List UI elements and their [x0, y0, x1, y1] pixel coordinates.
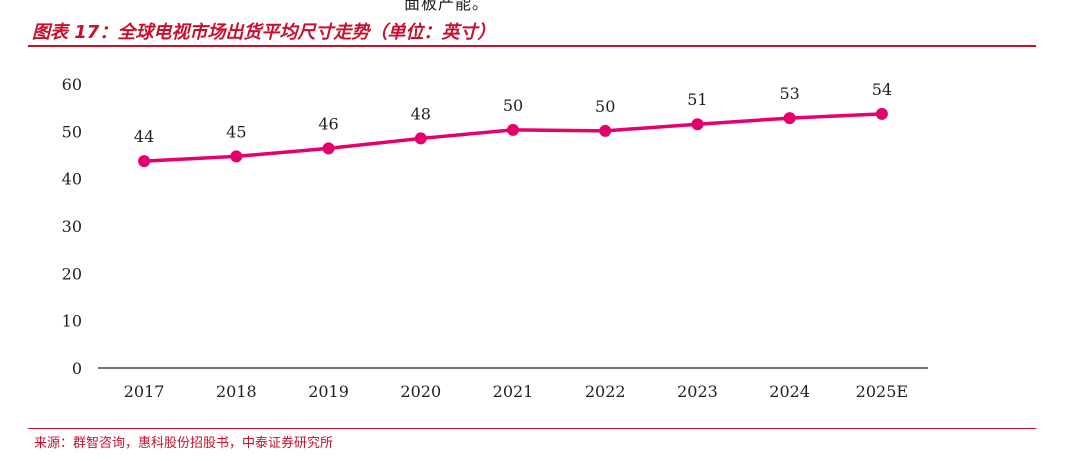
- cut-off-body-text: 面板产能。: [404, 0, 490, 13]
- series-line: [142, 112, 884, 163]
- data-point: [783, 112, 796, 125]
- y-tick-label: 20: [62, 264, 82, 283]
- series-line-group: [138, 107, 888, 168]
- data-label: 54: [872, 80, 892, 99]
- y-tick-label: 0: [72, 359, 82, 378]
- data-point: [414, 132, 427, 145]
- title-divider: [28, 45, 1036, 47]
- x-axis: 2017 2018 2019 2020 2021 2022 2023 2024 2025E: [98, 367, 928, 401]
- data-label: 53: [779, 84, 799, 103]
- data-label: 50: [595, 97, 615, 116]
- figure-title: 图表 17：全球电视市场出货平均尺寸走势（单位：英寸）: [32, 22, 496, 43]
- data-label: 48: [411, 104, 431, 123]
- figure-title-block: 图表 17：全球电视市场出货平均尺寸走势（单位：英寸）: [28, 14, 1038, 44]
- x-tick-label: 2020: [400, 382, 441, 401]
- x-tick-label: 2024: [769, 382, 810, 401]
- source-divider: [28, 428, 1036, 429]
- x-tick-label: 2025E: [856, 382, 908, 401]
- data-label: 46: [318, 114, 338, 133]
- data-label: 44: [134, 127, 154, 146]
- x-tick-label: 2023: [677, 382, 718, 401]
- x-tick-label: 2021: [493, 382, 534, 401]
- data-point: [691, 118, 704, 131]
- data-point: [507, 123, 519, 136]
- data-label: 50: [503, 96, 523, 115]
- data-point: [599, 124, 612, 137]
- data-point: [322, 142, 335, 155]
- source-note: 来源：群智咨询，惠科股份招股书，中泰证券研究所: [34, 436, 334, 451]
- y-tick-label: 60: [62, 75, 82, 94]
- y-tick-label: 50: [62, 122, 82, 141]
- data-point: [230, 150, 243, 163]
- data-labels: 44 45 46 48 50 50 51 53 54: [134, 80, 892, 146]
- data-point: [138, 155, 151, 168]
- data-label: 45: [226, 122, 246, 141]
- y-tick-label: 30: [62, 217, 82, 236]
- data-label: 51: [687, 90, 707, 109]
- data-point: [875, 107, 888, 120]
- x-tick-label: 2018: [216, 382, 257, 401]
- x-tick-label: 2017: [124, 382, 165, 401]
- x-tick-label: 2022: [585, 382, 626, 401]
- y-axis: 0 10 20 30 40 50 60: [62, 75, 82, 378]
- x-tick-label: 2019: [308, 382, 349, 401]
- y-tick-label: 10: [62, 312, 82, 331]
- y-tick-label: 40: [62, 170, 82, 189]
